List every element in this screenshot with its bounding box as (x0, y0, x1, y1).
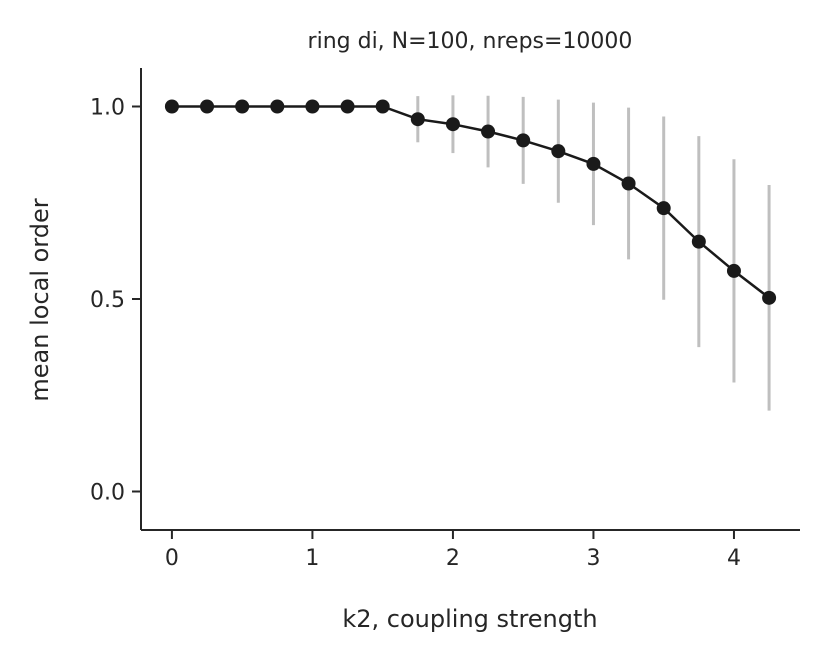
data-point (445, 117, 460, 132)
series-line (171, 105, 770, 299)
data-point (481, 124, 496, 139)
data-point (691, 234, 706, 249)
y-tick-label: 1.0 (90, 96, 125, 121)
chart-title: ring di, N=100, nreps=10000 (308, 29, 633, 54)
data-point (762, 290, 777, 305)
x-ticks: 0 1 2 3 4 (165, 530, 741, 571)
data-point (516, 133, 531, 148)
data-point (410, 112, 425, 127)
x-tick-label: 0 (165, 546, 179, 571)
data-point (586, 156, 601, 171)
data-point (726, 263, 741, 278)
data-point (340, 99, 355, 114)
y-tick-label: 0.5 (90, 288, 125, 313)
x-tick-label: 2 (446, 546, 460, 571)
x-axis-label: k2, coupling strength (342, 605, 597, 633)
x-tick-label: 4 (727, 546, 741, 571)
data-point (656, 201, 671, 216)
series-lines (171, 105, 770, 299)
error-bars (416, 95, 771, 411)
data-point (305, 99, 320, 114)
data-points (164, 99, 777, 305)
data-point (551, 144, 566, 159)
y-ticks: 0.0 0.5 1.0 (90, 96, 141, 506)
data-point (621, 176, 636, 191)
data-point (375, 99, 390, 114)
y-axis-label: mean local order (26, 198, 54, 401)
x-tick-label: 3 (586, 546, 600, 571)
y-tick-label: 0.0 (90, 481, 125, 506)
data-point (200, 99, 215, 114)
x-tick-label: 1 (305, 546, 319, 571)
data-point (270, 99, 285, 114)
data-point (164, 99, 179, 114)
data-point (235, 99, 250, 114)
